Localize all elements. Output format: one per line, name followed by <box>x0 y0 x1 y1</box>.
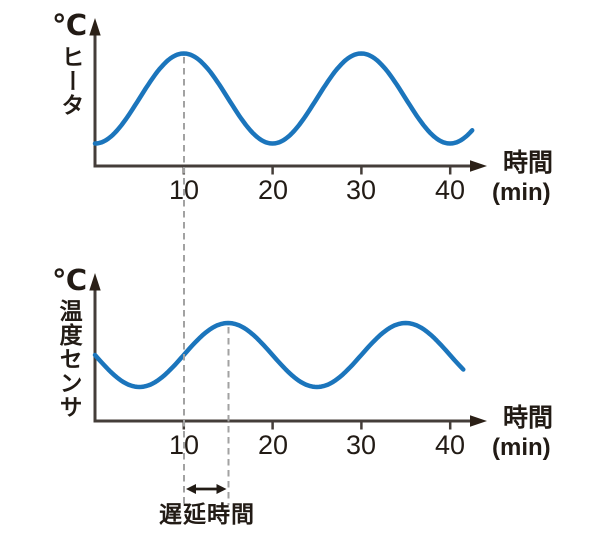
sensor-tick-label-40: 40 <box>434 430 466 460</box>
sensor-tick-label-10: 10 <box>168 430 200 460</box>
delay-arrow-left-head-icon <box>186 484 196 494</box>
sensor-chart <box>89 273 487 430</box>
delay-annotation <box>183 57 230 505</box>
heater-x-axis-unit: (min) <box>492 179 551 206</box>
heater-x-axis-label: 時間 <box>503 149 554 177</box>
sensor-tick-label-30: 30 <box>345 430 377 460</box>
heater-tick-label-30: 30 <box>345 175 377 205</box>
sensor-y-axis-arrow-icon <box>89 273 101 291</box>
sensor-curve <box>92 320 466 390</box>
heater-y-axis-arrow-icon <box>89 18 101 36</box>
sensor-x-axis-label: 時間 <box>503 404 554 432</box>
delay-arrow-right-head-icon <box>216 484 227 494</box>
heater-tick-label-20: 20 <box>257 175 289 205</box>
sensor-x-axis-arrow-icon <box>470 415 487 427</box>
heater-y-axis-unit: ℃ <box>52 10 88 42</box>
heater-y-axis-label: ヒータ <box>58 45 85 117</box>
heater-chart <box>89 18 487 175</box>
heater-curve <box>92 51 475 146</box>
sensor-y-axis-unit: ℃ <box>52 265 88 297</box>
sensor-tick-label-20: 20 <box>257 430 289 460</box>
heater-tick-label-10: 10 <box>168 175 200 205</box>
sensor-y-axis-label: 温度センサ <box>56 299 83 419</box>
delay-time-label: 遅延時間 <box>159 501 255 527</box>
sensor-x-axis-unit: (min) <box>492 434 551 461</box>
heater-tick-label-40: 40 <box>434 175 466 205</box>
heater-x-axis-arrow-icon <box>470 160 487 172</box>
